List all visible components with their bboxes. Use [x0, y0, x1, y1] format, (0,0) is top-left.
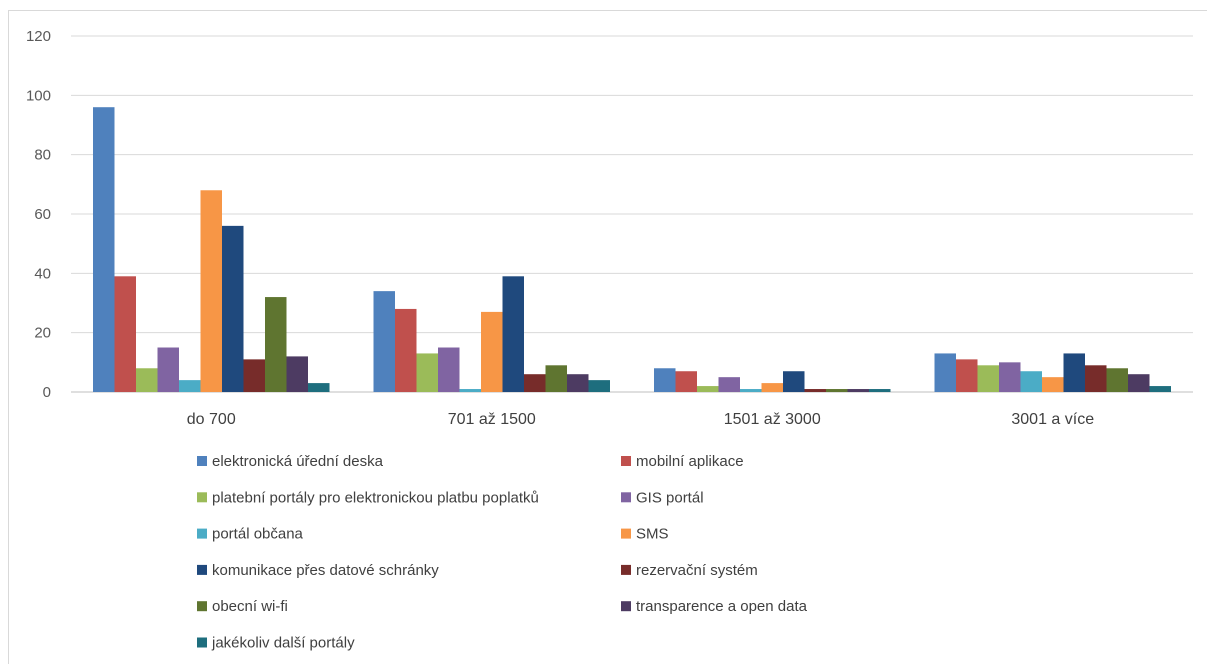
x-category-label: do 700: [187, 411, 236, 428]
bar: [1106, 368, 1128, 392]
legend-swatch: [621, 492, 631, 503]
legend-item: GIS portál: [621, 489, 704, 506]
legend-swatch: [197, 456, 207, 466]
y-tick-label: 0: [43, 384, 51, 401]
legend-item: portál občana: [197, 526, 304, 543]
bar: [847, 389, 869, 392]
bar: [783, 371, 805, 392]
bar: [934, 353, 956, 392]
bar: [200, 190, 222, 392]
bar: [588, 380, 610, 392]
bar: [740, 389, 762, 392]
bar: [395, 308, 417, 392]
bar: [524, 374, 546, 392]
bar-chart: 0 20 40 60 80 100 120 do 700 701 až 1500 1501 až …: [26, 28, 1193, 652]
bar: [416, 353, 438, 392]
bar: [1020, 371, 1042, 392]
bar: [999, 362, 1021, 392]
y-tick-label: 120: [26, 28, 51, 45]
legend-swatch: [197, 564, 207, 575]
bar: [243, 359, 265, 392]
bar: [654, 368, 676, 392]
gridlines: [71, 35, 1193, 393]
legend-label: platební portály pro elektronickou platb…: [212, 489, 539, 506]
y-tick-label: 80: [34, 147, 51, 164]
bar: [1085, 365, 1107, 392]
bar: [956, 359, 978, 392]
legend-label: GIS portál: [636, 489, 704, 506]
x-category-label: 701 až 1500: [448, 411, 536, 428]
legend-label: obecní wi-fi: [212, 598, 288, 615]
bar: [826, 389, 848, 392]
bar: [438, 347, 460, 392]
legend-label: SMS: [636, 526, 669, 543]
legend-swatch: [621, 564, 631, 575]
legend-label: transparence a open data: [636, 598, 808, 615]
bar: [718, 377, 740, 392]
x-category-label: 1501 až 3000: [724, 411, 821, 428]
x-axis-category-labels: do 700 701 až 1500 1501 až 3000 3001 a více: [187, 411, 1094, 428]
bar: [179, 380, 201, 392]
bar: [481, 311, 503, 392]
legend-label: portál občana: [212, 526, 304, 543]
legend-label: komunikace přes datové schránky: [212, 562, 439, 579]
bar: [1042, 377, 1064, 392]
bar: [459, 389, 481, 392]
legend-swatch: [621, 528, 631, 539]
bar: [136, 368, 158, 392]
legend-label: mobilní aplikace: [636, 453, 744, 470]
bar: [373, 291, 395, 392]
bar: [114, 276, 136, 392]
bar: [869, 389, 891, 392]
legend-swatch: [621, 456, 631, 466]
chart-frame: 0 20 40 60 80 100 120 do 700 701 až 1500 1501 až …: [8, 10, 1207, 664]
legend-item: jakékoliv další portály: [197, 635, 355, 652]
bar: [502, 276, 524, 392]
legend-item: komunikace přes datové schránky: [197, 562, 439, 579]
legend-item: SMS: [621, 526, 669, 543]
bar: [567, 374, 589, 392]
bar: [157, 347, 179, 392]
bar: [977, 365, 999, 392]
legend-swatch: [621, 601, 631, 612]
legend-item: rezervační systém: [621, 562, 758, 579]
legend-label: rezervační systém: [636, 562, 758, 579]
y-axis-tick-labels: 0 20 40 60 80 100 120: [26, 28, 51, 401]
bar: [308, 383, 330, 392]
y-tick-label: 60: [34, 206, 51, 223]
legend-item: obecní wi-fi: [197, 598, 288, 615]
y-tick-label: 40: [34, 265, 51, 282]
bars: [93, 107, 1171, 392]
legend-swatch: [197, 601, 207, 612]
bar: [1063, 353, 1085, 392]
legend-swatch: [197, 528, 207, 539]
bar: [286, 356, 308, 392]
legend-label: jakékoliv další portály: [211, 635, 355, 652]
legend-item: transparence a open data: [621, 598, 808, 615]
y-tick-label: 100: [26, 87, 51, 104]
bar: [804, 389, 826, 392]
bar: [675, 371, 697, 392]
bar: [265, 297, 287, 392]
legend: elektronická úřední deska mobilní aplikac…: [197, 453, 808, 652]
bar: [93, 107, 115, 392]
x-category-label: 3001 a více: [1011, 411, 1094, 428]
legend-item: platební portály pro elektronickou platb…: [197, 489, 539, 506]
legend-swatch: [197, 492, 207, 503]
bar: [1128, 374, 1150, 392]
legend-item: elektronická úřední deska: [197, 453, 384, 470]
bar: [761, 383, 783, 392]
y-tick-label: 20: [34, 325, 51, 342]
bar: [545, 365, 567, 392]
bar: [697, 386, 719, 392]
legend-swatch: [197, 637, 207, 648]
legend-item: mobilní aplikace: [621, 453, 744, 470]
bar: [222, 225, 244, 392]
bar: [1149, 386, 1171, 392]
legend-label: elektronická úřední deska: [212, 453, 384, 470]
